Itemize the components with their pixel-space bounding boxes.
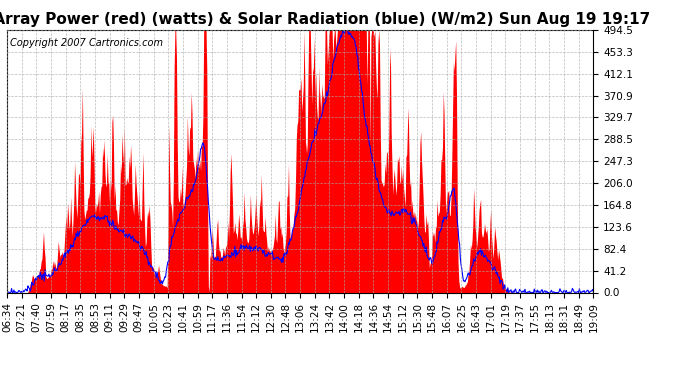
Text: Copyright 2007 Cartronics.com: Copyright 2007 Cartronics.com [10,38,163,48]
Title: East Array Power (red) (watts) & Solar Radiation (blue) (W/m2) Sun Aug 19 19:17: East Array Power (red) (watts) & Solar R… [0,12,650,27]
